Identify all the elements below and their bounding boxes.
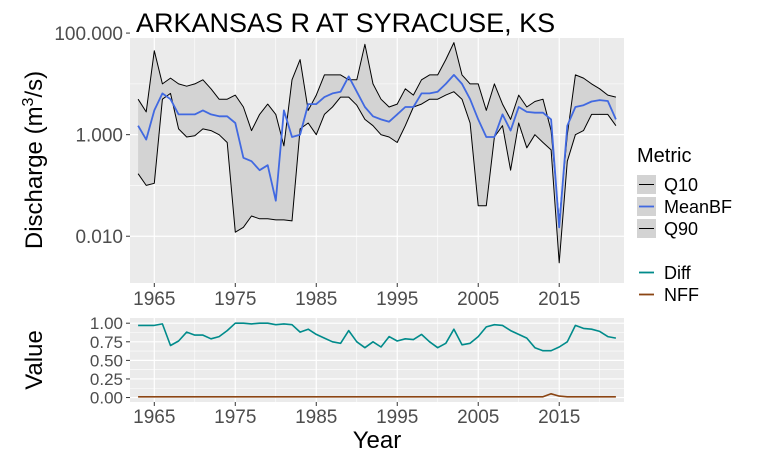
y-tick-label: 0.75 — [90, 333, 123, 352]
plot-panel-top — [130, 38, 624, 283]
y-tick-label: 100.000 — [54, 24, 123, 45]
y-tick-label: 1.000 — [75, 126, 123, 147]
legend-label-nff: NFF — [664, 285, 699, 305]
series-line-q10 — [137, 91, 617, 264]
x-tick-label: 1965 — [133, 289, 175, 310]
x-tick-label: 1975 — [214, 407, 256, 428]
x-tick-label: 1985 — [295, 289, 337, 310]
legend-label-q90: Q90 — [664, 219, 698, 239]
y-tick-label: 0.25 — [90, 370, 123, 389]
x-tick-label: 2005 — [457, 289, 499, 310]
y-tick-label: 0.50 — [90, 351, 123, 370]
series-line-q90 — [137, 42, 617, 222]
chart-title: ARKANSAS R AT SYRACUSE, KS — [136, 8, 555, 38]
y-tick-label: 1.00 — [90, 314, 123, 333]
series-line-meanbf — [137, 74, 617, 229]
q10-q90-ribbon — [138, 42, 616, 263]
y-axis-label: Value — [21, 330, 48, 390]
x-tick-label: 1985 — [295, 407, 337, 428]
x-tick-label: 1995 — [376, 289, 418, 310]
y-tick-label: 0.00 — [90, 389, 123, 408]
x-axis-label: Year — [353, 427, 402, 454]
x-tick-label: 2015 — [538, 289, 580, 310]
legend-label-meanbf: MeanBF — [664, 197, 732, 217]
legend-label-q10: Q10 — [664, 175, 698, 195]
y-axis-label: Discharge (m3/s) — [20, 71, 48, 249]
x-tick-label: 2015 — [538, 407, 580, 428]
legend-title: Metric — [637, 145, 691, 167]
series-line-nff — [138, 393, 616, 398]
x-tick-label: 1995 — [376, 407, 418, 428]
x-tick-label: 2005 — [457, 407, 499, 428]
series-line-diff — [138, 322, 617, 352]
legend-label-diff: Diff — [664, 263, 692, 283]
y-tick-label: 0.010 — [75, 227, 123, 248]
x-tick-label: 1965 — [133, 407, 175, 428]
x-tick-label: 1975 — [214, 289, 256, 310]
